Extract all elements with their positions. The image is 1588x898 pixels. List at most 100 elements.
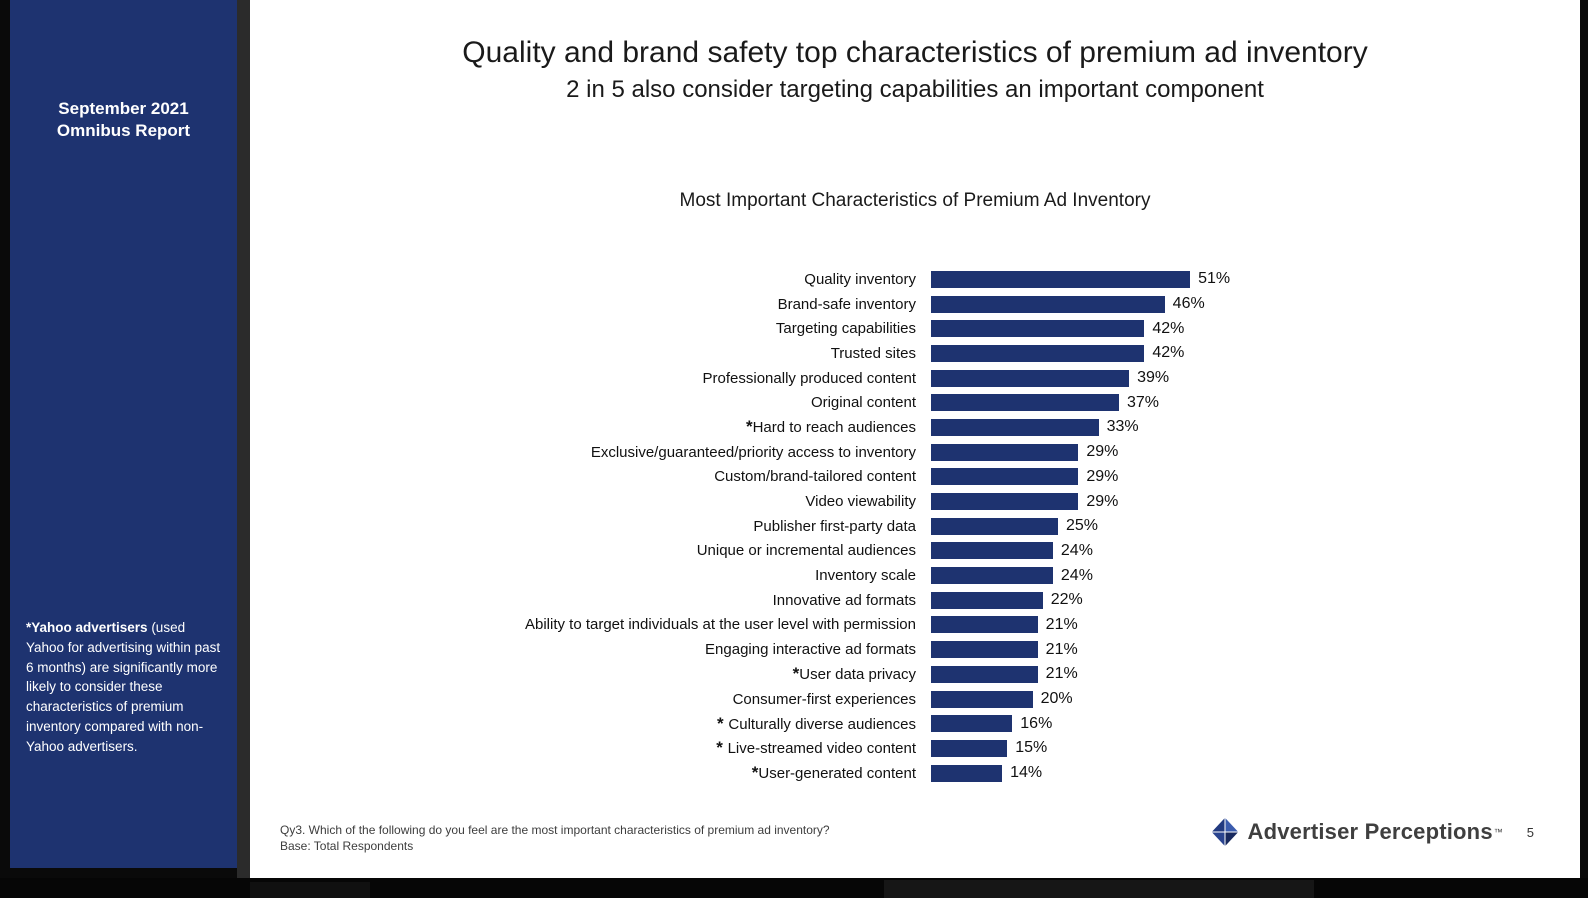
report-title: September 2021 Omnibus Report bbox=[10, 98, 237, 142]
footer-logo-row: Advertiser Perceptions ™ 5 bbox=[1210, 816, 1534, 848]
category-label: Original content bbox=[810, 394, 916, 412]
category-label: Video viewability bbox=[805, 493, 916, 511]
bar bbox=[931, 616, 1038, 634]
yahoo-footnote-text: (used Yahoo for advertising within past … bbox=[26, 620, 221, 754]
value-label: 16% bbox=[1020, 714, 1053, 732]
bar bbox=[931, 320, 1145, 338]
category-label: *User-generated content bbox=[751, 763, 916, 783]
bar-track: 42% bbox=[931, 344, 1570, 362]
bar-track: 16% bbox=[931, 715, 1570, 733]
bar bbox=[931, 270, 1191, 288]
value-label: 29% bbox=[1086, 443, 1119, 461]
asterisk-marker: * bbox=[716, 738, 728, 758]
category-label: Professionally produced content bbox=[702, 369, 916, 387]
bar-track: 24% bbox=[931, 567, 1570, 585]
bar bbox=[931, 418, 1099, 436]
value-label: 46% bbox=[1172, 295, 1205, 313]
bottom-filmstrip bbox=[0, 878, 1588, 898]
value-label: 22% bbox=[1050, 591, 1083, 609]
bar bbox=[931, 295, 1165, 313]
bar bbox=[931, 468, 1079, 486]
chart-row: Trusted sites 42% bbox=[265, 341, 1570, 366]
category-label: Custom/brand-tailored content bbox=[714, 468, 916, 486]
filmstrip-thumbnail bbox=[250, 882, 370, 898]
category-label: Trusted sites bbox=[830, 344, 916, 362]
chart-row: Targeting capabilities 42% bbox=[265, 316, 1570, 341]
bar-track: 25% bbox=[931, 517, 1570, 535]
chart-row: *Hard to reach audiences 33% bbox=[265, 415, 1570, 440]
bar-track: 29% bbox=[931, 468, 1570, 486]
chart-row: Publisher first-party data 25% bbox=[265, 514, 1570, 539]
source-note: Qy3. Which of the following do you feel … bbox=[280, 822, 830, 854]
value-label: 42% bbox=[1152, 344, 1185, 362]
value-label: 21% bbox=[1045, 615, 1078, 633]
value-label: 20% bbox=[1040, 690, 1073, 708]
bar-track: 46% bbox=[931, 295, 1570, 313]
advertiser-perceptions-logo-icon bbox=[1210, 816, 1241, 848]
sidebar-divider bbox=[237, 0, 250, 878]
bar-track: 29% bbox=[931, 493, 1570, 511]
chart-row: * Live-streamed video content 15% bbox=[265, 736, 1570, 761]
report-title-line1: September 2021 bbox=[58, 99, 189, 118]
bar bbox=[931, 542, 1053, 560]
bar bbox=[931, 517, 1058, 535]
bar bbox=[931, 443, 1079, 461]
bar-track: 37% bbox=[931, 394, 1570, 412]
category-label: Inventory scale bbox=[815, 567, 916, 585]
category-label: Engaging interactive ad formats bbox=[705, 641, 916, 659]
base-text: Base: Total Respondents bbox=[280, 839, 414, 853]
category-label: Unique or incremental audiences bbox=[696, 542, 916, 560]
bar bbox=[931, 739, 1008, 757]
value-label: 29% bbox=[1086, 467, 1119, 485]
value-label: 25% bbox=[1066, 517, 1099, 535]
chart-row: Exclusive/guaranteed/priority access to … bbox=[265, 440, 1570, 465]
bar-track: 20% bbox=[931, 690, 1570, 708]
chart-row: *User-generated content 14% bbox=[265, 761, 1570, 786]
asterisk-marker: * bbox=[751, 763, 759, 783]
chart-row: Innovative ad formats 22% bbox=[265, 588, 1570, 613]
slide-title: Quality and brand safety top characteris… bbox=[462, 36, 1368, 69]
category-label: * Culturally diverse audiences bbox=[717, 713, 916, 733]
logo-trademark: ™ bbox=[1493, 827, 1503, 837]
chart-row: Consumer-first experiences 20% bbox=[265, 687, 1570, 712]
value-label: 29% bbox=[1086, 492, 1119, 510]
bar bbox=[931, 690, 1033, 708]
value-label: 24% bbox=[1060, 541, 1093, 559]
bar-track: 15% bbox=[931, 739, 1570, 757]
bar-track: 33% bbox=[931, 418, 1570, 436]
chart-row: Brand-safe inventory 46% bbox=[265, 292, 1570, 317]
bar-track: 42% bbox=[931, 320, 1570, 338]
category-label: Publisher first-party data bbox=[753, 517, 916, 535]
bar-track: 24% bbox=[931, 542, 1570, 560]
category-label: *User data privacy bbox=[792, 664, 916, 684]
chart-row: * Culturally diverse audiences 16% bbox=[265, 711, 1570, 736]
asterisk-marker: * bbox=[717, 713, 729, 733]
bar-track: 14% bbox=[931, 764, 1570, 782]
category-label: Targeting capabilities bbox=[775, 320, 916, 338]
value-label: 24% bbox=[1060, 566, 1093, 584]
bar bbox=[931, 567, 1053, 585]
chart-row: Professionally produced content 39% bbox=[265, 366, 1570, 391]
slide-subtitle: 2 in 5 also consider targeting capabilit… bbox=[566, 76, 1264, 103]
yahoo-footnote: *Yahoo advertisers (used Yahoo for adver… bbox=[26, 618, 226, 757]
bar-track: 51% bbox=[931, 270, 1570, 288]
category-label: Innovative ad formats bbox=[772, 591, 916, 609]
bar-track: 21% bbox=[931, 665, 1570, 683]
chart-row: Ability to target individuals at the use… bbox=[265, 613, 1570, 638]
asterisk-marker: * bbox=[745, 417, 753, 437]
value-label: 33% bbox=[1106, 418, 1139, 436]
report-title-line2: Omnibus Report bbox=[56, 121, 191, 140]
value-label: 15% bbox=[1015, 739, 1048, 757]
chart-row: Unique or incremental audiences 24% bbox=[265, 539, 1570, 564]
slide-content: Quality and brand safety top characteris… bbox=[250, 0, 1580, 878]
category-label: Brand-safe inventory bbox=[777, 295, 916, 313]
bar bbox=[931, 715, 1013, 733]
bar bbox=[931, 394, 1119, 412]
value-label: 42% bbox=[1152, 319, 1185, 337]
sidebar: September 2021 Omnibus Report *Yahoo adv… bbox=[10, 0, 237, 868]
bar bbox=[931, 369, 1130, 387]
category-label: * Live-streamed video content bbox=[716, 738, 916, 758]
yahoo-footnote-bold: *Yahoo advertisers bbox=[26, 620, 148, 635]
chart-title: Most Important Characteristics of Premiu… bbox=[679, 190, 1151, 211]
